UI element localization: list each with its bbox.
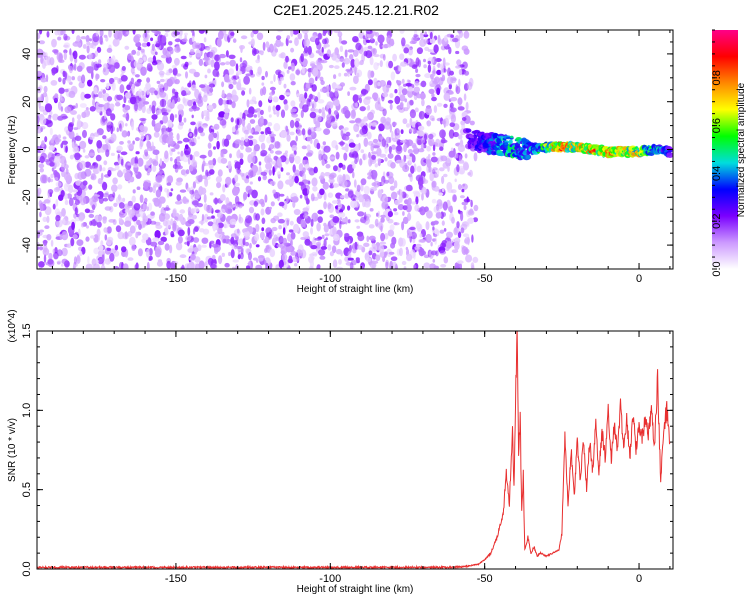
- spectrogram-y-tick-label: -40: [21, 237, 33, 253]
- spectrogram-y-tick-label: 0: [21, 146, 33, 152]
- snr-multiplier: (x10^4): [7, 309, 18, 342]
- spectrogram-signal-trace: [465, 128, 673, 161]
- spectrogram-noise: [37, 30, 479, 269]
- colorbar-tick-label: 0.2: [711, 214, 723, 229]
- spectrogram-x-tick-label: -50: [477, 273, 493, 285]
- colorbar-tick-label: 0.0: [711, 261, 723, 276]
- spectrogram-x-ticks: -150 -100 -50 0: [51, 30, 671, 285]
- snr-xlabel: Height of straight line (km): [297, 584, 414, 595]
- spectrogram-plot-area: [37, 30, 673, 269]
- snr-frame: [36, 330, 674, 570]
- snr-x-ticks: -150 -100 -50 0: [51, 331, 671, 585]
- snr-x-tick-label: -150: [165, 573, 187, 585]
- snr-y-tick-label: 0.0: [21, 561, 33, 576]
- colorbar: 0.0 0.2 0.4 0.6 0.8 Normalized spectral ampl…: [711, 29, 747, 277]
- colorbar-tick-label: 0.8: [711, 70, 723, 85]
- spectrogram-y-tick-label: 40: [21, 48, 33, 60]
- snr-ylabel: SNR (10 * v/v): [7, 418, 18, 482]
- chart-title: C2E1.2025.245.12.21.R02: [273, 2, 439, 18]
- spectrogram-x-tick-label: -100: [319, 273, 341, 285]
- snr-x-tick-label: -100: [319, 573, 341, 585]
- colorbar-tick-label: 0.4: [711, 166, 723, 181]
- snr-y-tick-label: 0.5: [21, 482, 33, 497]
- spectrogram-x-tick-label: 0: [636, 273, 642, 285]
- colorbar-label: Normalized spectral amplitude: [736, 82, 747, 217]
- snr-x-tick-label: 0: [636, 573, 642, 585]
- spectrogram-y-tick-label: -20: [21, 189, 33, 205]
- spectrogram-y-tick-label: 20: [21, 96, 33, 108]
- colorbar-bar: [712, 30, 738, 269]
- spectrogram-x-tick-label: -150: [165, 273, 187, 285]
- snr-plot-area: [37, 331, 671, 569]
- snr-series-line: [37, 331, 671, 569]
- colorbar-ticks: 0.0 0.2 0.4 0.6 0.8: [711, 29, 723, 277]
- snr-y-tick-label: 1.0: [21, 403, 33, 418]
- spectrogram-y-ticks: -40 -20 0 20 40: [21, 29, 673, 270]
- colorbar-tick-label: 0.6: [711, 118, 723, 133]
- snr-y-tick-label: 1.5: [21, 323, 33, 338]
- snr-x-tick-label: -50: [477, 573, 493, 585]
- snr-y-ticks: 0.0 0.5 1.0 1.5: [21, 323, 673, 577]
- snr-panel: -150 -100 -50 0 0.0 0.5 1.0 1.5 Height of stra…: [7, 309, 674, 595]
- spectrogram-xlabel: Height of straight line (km): [297, 284, 414, 295]
- spectrogram-panel: -150 -100 -50 0 -40 -20 0 20 40 Height of strai…: [7, 29, 674, 295]
- spectrogram-ylabel: Frequency (Hz): [7, 116, 18, 185]
